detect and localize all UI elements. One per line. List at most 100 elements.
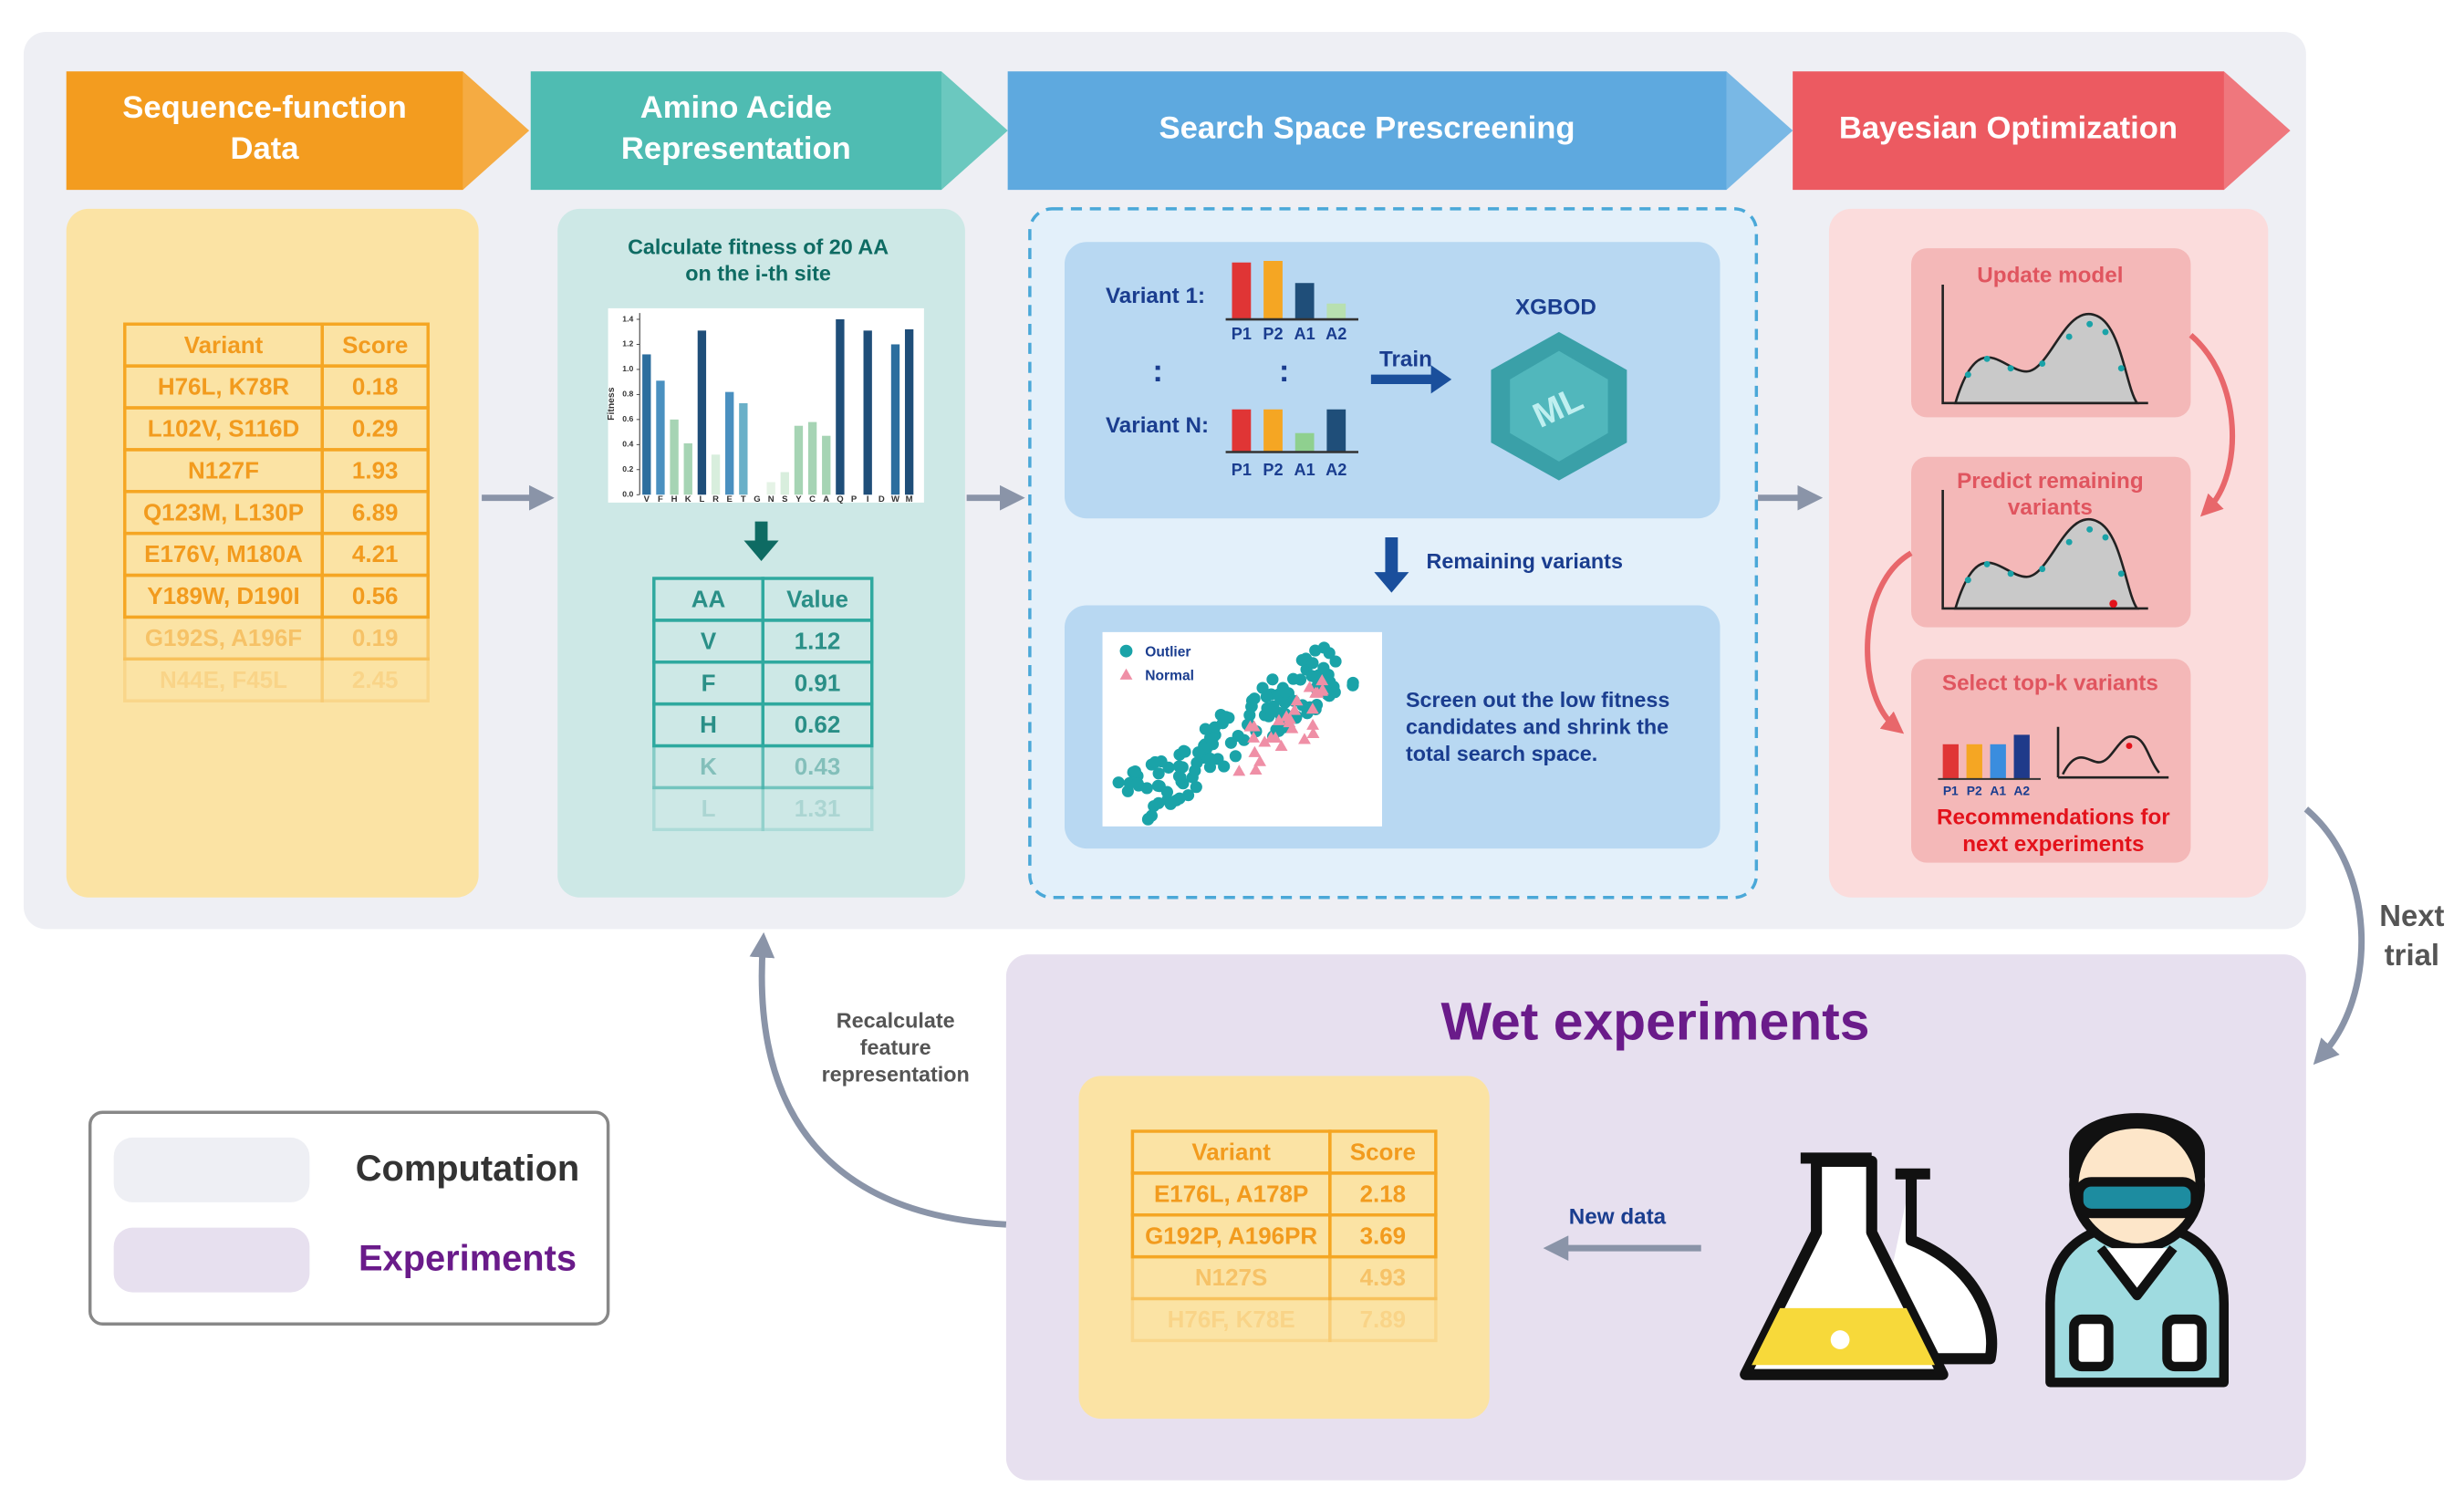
table-text: 1.31: [795, 795, 841, 822]
chart-frame: [608, 307, 924, 503]
scatter-point: [1309, 686, 1323, 698]
bar: [890, 344, 900, 495]
scatter-point: [1285, 722, 1299, 733]
gp-point: [2007, 570, 2014, 577]
cycle-arrows: [1865, 333, 2236, 734]
scatter-point: [1232, 729, 1244, 743]
scatter-point: [1273, 713, 1285, 725]
table-text: 2.18: [1360, 1180, 1407, 1207]
scatter-point: [1199, 723, 1211, 735]
table-text: 0.29: [352, 415, 399, 442]
table-text: AA: [691, 586, 726, 613]
y-axis-label: Fitness: [607, 387, 617, 421]
experiments-title: Wet experiments: [1441, 993, 1870, 1052]
legend-swatch: [113, 1137, 310, 1202]
gp-point: [2039, 360, 2046, 367]
scatter-point: [1220, 711, 1232, 723]
x-tick-label: S: [782, 494, 787, 505]
table-cell: [1130, 1296, 1332, 1343]
table-cell: [320, 573, 430, 619]
stage-arrow-tip: [2223, 71, 2291, 191]
recommendation-text: Recommendations for: [1937, 806, 2170, 830]
table-text: G192S, A196F: [145, 624, 302, 651]
stage-title: Bayesian Optimization: [1839, 110, 2178, 145]
table-cell: [123, 615, 324, 661]
table-text: Variant: [184, 331, 264, 359]
y-tick-label: 0.8: [622, 390, 633, 399]
y-tick-label: 1.2: [622, 339, 633, 348]
scatter-point: [1346, 679, 1359, 692]
stage-arrow: [1007, 71, 1793, 191]
gp-point: [2086, 320, 2094, 328]
mini-bar: [1263, 260, 1283, 320]
ellipsis: :: [1279, 354, 1290, 389]
scatter-point: [1249, 763, 1263, 775]
scatter-point: [1128, 765, 1141, 778]
bar-label: P2: [1263, 461, 1283, 479]
scatter-point: [1294, 673, 1307, 686]
scatter-point: [1206, 732, 1220, 744]
bar: [725, 391, 734, 495]
scatter-point: [1176, 761, 1189, 774]
table-cell: [1328, 1254, 1438, 1301]
scatter-point: [1306, 726, 1320, 739]
table-cell: [652, 785, 765, 832]
x-tick-label: M: [906, 494, 913, 505]
scatter-point: [1131, 777, 1144, 790]
table-text: F: [702, 669, 716, 696]
x-tick-label: H: [671, 494, 678, 505]
scatter-point: [1192, 746, 1205, 759]
summary-text: total search space.: [1406, 742, 1597, 765]
x-tick-label: W: [891, 494, 899, 505]
data-panel: [66, 208, 479, 898]
step-title: Select top-k variants: [1942, 671, 2158, 695]
table-text: N127F: [188, 456, 259, 484]
scatter-point: [1160, 785, 1173, 798]
y-tick-label: 0.4: [622, 440, 633, 449]
scatter-point: [1261, 702, 1274, 714]
stage-title: Amino Acide: [640, 90, 832, 125]
table-cell: [123, 657, 324, 702]
bar-label: A2: [1326, 461, 1346, 479]
train-arrow: [1370, 365, 1452, 394]
mini-bar: [2013, 734, 2030, 779]
x-tick-label: P: [851, 494, 858, 505]
table-text: Q123M, L130P: [143, 498, 304, 525]
stage-arrow: [530, 71, 1008, 191]
mini-bar: [1990, 744, 2006, 779]
legend-swatch: [113, 1227, 310, 1293]
bar-label: A1: [1294, 325, 1315, 343]
legend-text: Normal: [1145, 668, 1194, 683]
recalculate-label: Recalculate: [837, 1009, 955, 1033]
gp-point: [2039, 566, 2046, 573]
mini-bar: [1294, 283, 1315, 320]
scientist-icon: [2045, 1113, 2230, 1388]
mini-bar: [1263, 409, 1283, 453]
scatter-point: [1190, 781, 1202, 794]
step-box: [1911, 659, 2191, 863]
x-tick-label: T: [741, 494, 746, 505]
table-text: Y189W, D190I: [147, 582, 299, 609]
table-text: 3.69: [1360, 1222, 1407, 1249]
x-tick-label: V: [644, 494, 650, 505]
bar-label: A1: [1294, 461, 1315, 479]
gp-point: [2086, 525, 2094, 533]
step-title: Update model: [1977, 264, 2123, 288]
panel-subtitle: Calculate fitness of 20 AA: [628, 234, 889, 258]
variant-label: Variant 1:: [1106, 284, 1205, 308]
bar-label: P1: [1232, 461, 1252, 479]
new-data-panel: [1078, 1076, 1490, 1420]
table-text: H76F, K78E: [1168, 1306, 1295, 1333]
scatter-point: [1164, 797, 1177, 810]
new-data-label: New data: [1569, 1205, 1667, 1230]
down-arrow: [1374, 536, 1409, 593]
table-text: V: [701, 627, 717, 654]
stage-arrow: [1793, 71, 2291, 191]
legend-marker: [1119, 644, 1133, 658]
gp-point: [1983, 355, 1991, 362]
table-text: Score: [342, 331, 408, 359]
scatter-point: [1174, 771, 1187, 784]
gp-point: [2117, 570, 2125, 577]
scatter-point: [1258, 735, 1272, 747]
